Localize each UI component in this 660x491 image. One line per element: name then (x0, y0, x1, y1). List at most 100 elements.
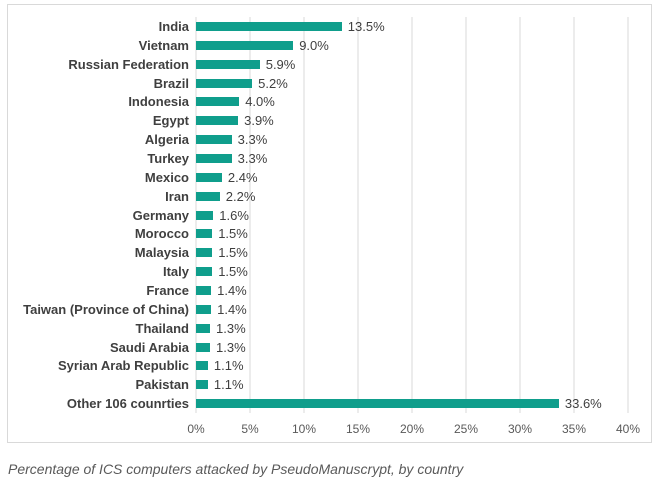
bar (196, 21, 342, 31)
value-label: 1.5% (218, 245, 248, 261)
value-label: 3.3% (237, 132, 268, 148)
category-label: Thailand (135, 320, 189, 336)
value-label: 1.1% (213, 358, 244, 374)
chart-row: Germany 1.6% (8, 206, 628, 225)
chart-row: Mexico 2.4% (8, 168, 628, 187)
category-label: Other 106 counrties (66, 396, 189, 412)
bar (196, 116, 239, 126)
value-label: 9.0% (299, 37, 329, 53)
bar (196, 229, 213, 239)
category-label: Saudi Arabia (110, 339, 189, 355)
value-label: 3.3% (237, 150, 268, 166)
x-tick-label: 15% (345, 422, 371, 436)
chart-row: Iran 2.2% (8, 187, 628, 206)
category-label: Egypt (152, 113, 189, 129)
bar (196, 361, 208, 371)
chart-row: Indonesia 4.0% (8, 92, 628, 111)
bar-track: 1.5% (196, 262, 628, 281)
bar (196, 172, 222, 182)
value-label: 13.5% (347, 18, 385, 34)
bar-track: 1.1% (196, 356, 628, 375)
bar (196, 323, 211, 333)
category-label: Pakistan (135, 377, 189, 393)
x-tick-label: 0% (187, 422, 205, 436)
category-label: Brazil (153, 75, 189, 91)
bar (196, 210, 214, 220)
bar (196, 97, 240, 107)
chart-row: Egypt 3.9% (8, 111, 628, 130)
bar-track: 3.3% (196, 149, 628, 168)
chart-row: Syrian Arab Republic 1.1% (8, 356, 628, 375)
bar (196, 40, 294, 50)
bar (196, 153, 232, 163)
chart-caption: Percentage of ICS computers attacked by … (8, 461, 464, 477)
chart-row: Thailand 1.3% (8, 319, 628, 338)
chart-row: Russian Federation 5.9% (8, 55, 628, 74)
value-label: 2.4% (227, 169, 258, 185)
bar-track: 1.6% (196, 206, 628, 225)
category-label: Vietnam (138, 37, 189, 53)
bar (196, 248, 213, 258)
bar (196, 267, 213, 277)
x-tick-label: 5% (241, 422, 259, 436)
chart-row: Morocco 1.5% (8, 224, 628, 243)
bar-track: 1.4% (196, 281, 628, 300)
value-label: 1.5% (218, 226, 248, 242)
bar-track: 1.4% (196, 300, 628, 319)
bar (196, 78, 253, 88)
gridline-30% (519, 17, 521, 413)
category-label: Morocco (134, 226, 189, 242)
category-label: India (158, 18, 189, 34)
value-label: 1.3% (216, 339, 246, 355)
category-label: France (146, 282, 189, 298)
bar-track: 1.3% (196, 319, 628, 338)
x-tick-label: 25% (453, 422, 479, 436)
bar (196, 342, 211, 352)
gridline-40% (627, 17, 629, 413)
gridline-35% (573, 17, 575, 413)
value-label: 33.6% (564, 396, 602, 412)
category-label: Germany (132, 207, 189, 223)
chart-row: Vietnam 9.0% (8, 36, 628, 55)
category-label: Mexico (144, 169, 189, 185)
value-label: 1.6% (219, 207, 249, 223)
bar-track: 1.1% (196, 375, 628, 394)
category-label: Indonesia (128, 94, 189, 110)
bar-track: 5.9% (196, 55, 628, 74)
chart-row: Turkey 3.3% (8, 149, 628, 168)
category-label: Syrian Arab Republic (58, 358, 189, 374)
x-tick-label: 20% (399, 422, 425, 436)
bar-track: 3.9% (196, 111, 628, 130)
bar-track: 1.5% (196, 243, 628, 262)
bar (196, 135, 232, 145)
bar (196, 191, 220, 201)
gridline-10% (303, 17, 305, 413)
bar-track: 2.4% (196, 168, 628, 187)
chart-row: France 1.4% (8, 281, 628, 300)
bar-track: 9.0% (196, 36, 628, 55)
bar-track: 3.3% (196, 130, 628, 149)
bar-track: 1.3% (196, 338, 628, 357)
category-label: Algeria (144, 132, 189, 148)
bar-rows: India 13.5% Vietnam 9.0% Russian Federation 5… (8, 17, 628, 413)
chart-row: Malaysia 1.5% (8, 243, 628, 262)
gridline-15% (357, 17, 359, 413)
value-label: 4.0% (245, 94, 275, 110)
bar (196, 59, 260, 69)
chart-row: Algeria 3.3% (8, 130, 628, 149)
chart-row: Saudi Arabia 1.3% (8, 338, 628, 357)
category-label: Iran (165, 188, 189, 204)
chart-row: Taiwan (Province of China) 1.4% (8, 300, 628, 319)
x-tick-label: 10% (291, 422, 317, 436)
bar (196, 399, 559, 409)
bar-track: 13.5% (196, 17, 628, 36)
value-label: 1.5% (218, 264, 248, 280)
chart-row: India 13.5% (8, 17, 628, 36)
x-axis: 0% 5% 10% 15% 20% 25% 30% 35% 40% (187, 420, 640, 440)
bar-track: 4.0% (196, 92, 628, 111)
chart-row: Pakistan 1.1% (8, 375, 628, 394)
category-label: Italy (162, 264, 189, 280)
value-label: 5.9% (265, 56, 296, 72)
bar-track: 33.6% (196, 394, 628, 413)
chart-row: Other 106 counrties 33.6% (8, 394, 628, 413)
